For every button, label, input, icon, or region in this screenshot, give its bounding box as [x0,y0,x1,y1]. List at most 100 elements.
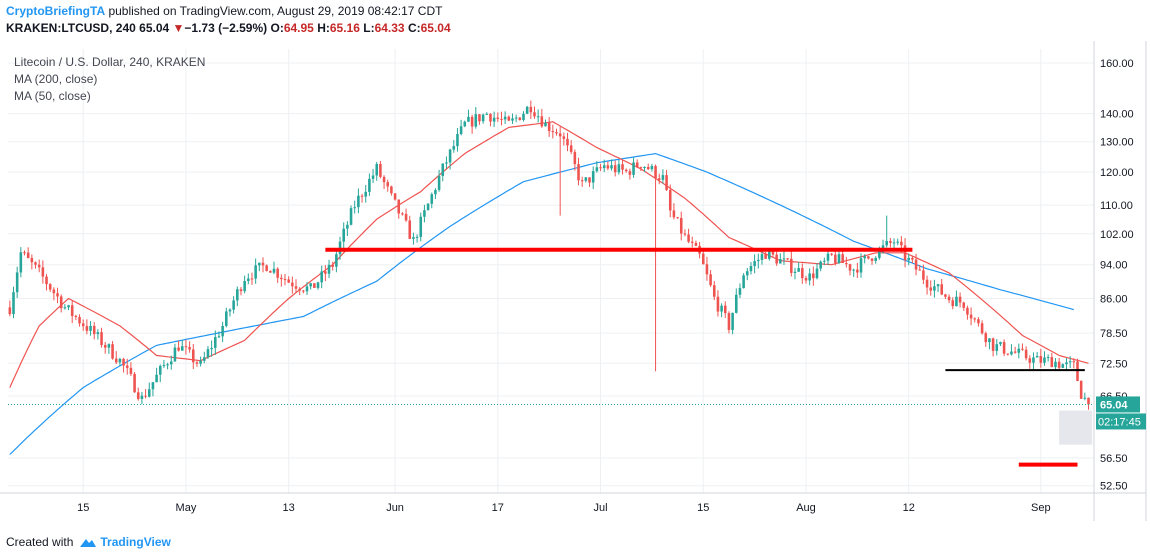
author-link[interactable]: CryptoBriefingTA [6,4,106,18]
candle [889,238,892,248]
high-label: H: [317,21,330,35]
candle [588,177,591,187]
candle-body [995,344,999,351]
candle-body [870,258,874,261]
candle-body [657,178,661,180]
candle [826,250,830,265]
candle [1057,358,1061,370]
candle-body [503,116,507,120]
candle-body [768,250,771,259]
candle-body [1039,356,1043,363]
candle [434,188,437,199]
candle-body [969,314,973,319]
candle [705,256,709,281]
candle-body [646,166,650,170]
candle-body [599,167,602,169]
candle [995,339,999,356]
candle [52,287,56,301]
candle-body [423,210,426,217]
candle-body [489,113,492,122]
candle-body [214,337,217,348]
countdown-tag-label: 02:17:45 [1098,416,1141,428]
candle [694,240,698,247]
candle-body [349,208,353,225]
candle [782,251,786,265]
candle [456,128,459,152]
chart-legend: Litecoin / U.S. Dollar, 240, KRAKEN MA (… [14,54,205,105]
candle-body [918,269,922,271]
candle [984,331,988,347]
candle [613,160,617,177]
candle-body [305,286,309,292]
candle [452,139,456,153]
candle-body [357,195,360,208]
candle-body [162,365,166,367]
candle-body [661,175,665,180]
candle [650,163,654,172]
candle [958,292,962,308]
candle-body [738,288,742,295]
candle-body [412,237,415,239]
candle [980,320,984,335]
candle [19,247,23,278]
candle-body [988,338,991,343]
candle [368,173,371,196]
candle [81,319,85,331]
candle [977,317,980,327]
candle-body [335,254,338,267]
candle-body [125,365,129,368]
candle [459,119,463,136]
candle-body [324,271,327,274]
tradingview-logo[interactable]: TradingView [77,535,171,549]
candle [947,294,951,304]
candle [254,258,257,284]
candle-body [848,264,852,271]
candle [599,163,602,172]
ma50-path [9,121,1089,388]
candle [1017,343,1021,359]
candle [547,117,551,137]
candle [635,159,639,169]
candle-body [353,207,356,209]
price-chart[interactable]: 160.00 140.00 130.00 120.00 110.00 102.00 94.0… [0,41,1150,522]
candle-body [514,117,518,119]
chart-container[interactable]: 160.00 140.00 130.00 120.00 110.00 102.00 94.0… [0,41,1150,522]
candle [668,184,672,218]
candle [92,322,96,340]
candle-body [602,165,606,169]
candle-body [639,167,643,169]
candle-body [247,278,250,282]
candle-body [118,358,122,363]
candle [955,290,958,307]
candle [210,340,213,357]
candle [188,341,191,353]
candle-body [1061,364,1065,368]
candle-body [129,367,133,374]
candle-body [1046,357,1050,359]
candle [522,111,525,122]
y-tick-label: 160.00 [1100,58,1134,70]
created-with-label: Created with [6,535,74,549]
candle [1054,358,1057,371]
candle [859,253,863,278]
candle [533,106,536,119]
candle-body [430,194,434,204]
candle-body [591,171,595,183]
candle [136,387,140,401]
y-tick-label: 102.00 [1100,229,1134,241]
candle-body [1079,380,1083,399]
candle-body [955,296,958,307]
candle [573,149,577,171]
candle-body [265,265,268,271]
candle-body [867,256,870,259]
candle [525,105,529,115]
candle [551,124,555,139]
candle-body [177,347,180,351]
open-label: O: [270,21,284,35]
candle-body [496,117,500,119]
candle-body [547,122,551,132]
candle-body [569,145,573,152]
candle [723,301,727,318]
candle [1013,346,1017,354]
candle-body [690,241,694,243]
